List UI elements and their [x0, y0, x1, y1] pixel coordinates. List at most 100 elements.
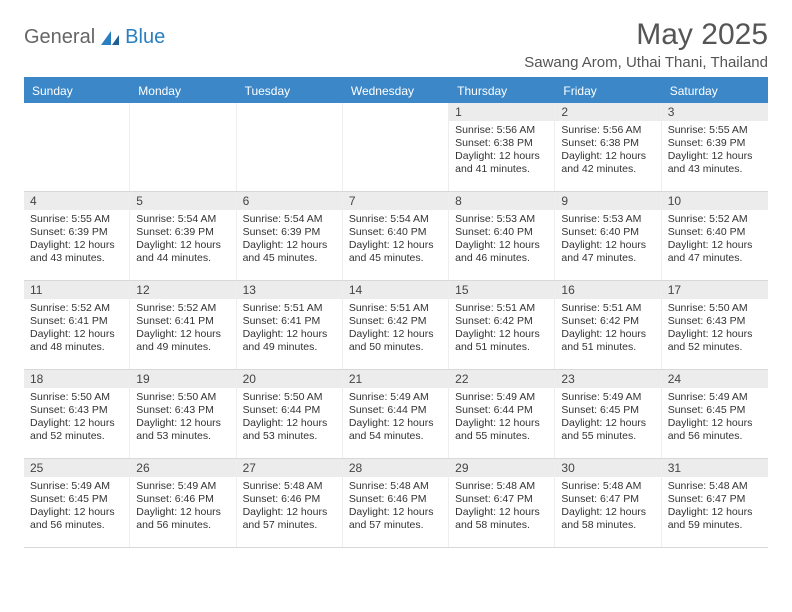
location: Sawang Arom, Uthai Thani, Thailand — [524, 54, 768, 71]
day-info: Sunrise: 5:48 AMSunset: 6:47 PMDaylight:… — [555, 480, 660, 533]
sunrise-text: Sunrise: 5:48 AM — [455, 480, 548, 493]
day-number — [130, 103, 235, 121]
sunset-text: Sunset: 6:44 PM — [455, 404, 548, 417]
sunrise-text: Sunrise: 5:52 AM — [136, 302, 229, 315]
col-sunday: Sunday — [24, 79, 130, 103]
daylight-text: Daylight: 12 hours and 53 minutes. — [243, 417, 336, 443]
day-cell: 24Sunrise: 5:49 AMSunset: 6:45 PMDayligh… — [662, 370, 768, 458]
daylight-text: Daylight: 12 hours and 48 minutes. — [30, 328, 123, 354]
day-info: Sunrise: 5:50 AMSunset: 6:43 PMDaylight:… — [662, 302, 768, 355]
week-row: 11Sunrise: 5:52 AMSunset: 6:41 PMDayligh… — [24, 281, 768, 370]
day-number: 19 — [130, 370, 235, 388]
sunset-text: Sunset: 6:41 PM — [30, 315, 123, 328]
day-info: Sunrise: 5:54 AMSunset: 6:40 PMDaylight:… — [343, 213, 448, 266]
day-cell: 13Sunrise: 5:51 AMSunset: 6:41 PMDayligh… — [237, 281, 343, 369]
sunrise-text: Sunrise: 5:52 AM — [30, 302, 123, 315]
sunset-text: Sunset: 6:46 PM — [349, 493, 442, 506]
sunrise-text: Sunrise: 5:53 AM — [561, 213, 654, 226]
day-info: Sunrise: 5:50 AMSunset: 6:43 PMDaylight:… — [24, 391, 129, 444]
day-number: 25 — [24, 459, 129, 477]
day-cell: 18Sunrise: 5:50 AMSunset: 6:43 PMDayligh… — [24, 370, 130, 458]
sunrise-text: Sunrise: 5:52 AM — [668, 213, 762, 226]
sunset-text: Sunset: 6:42 PM — [561, 315, 654, 328]
day-number: 17 — [662, 281, 768, 299]
sunset-text: Sunset: 6:47 PM — [455, 493, 548, 506]
brand-part2: Blue — [125, 26, 165, 49]
sunrise-text: Sunrise: 5:49 AM — [561, 391, 654, 404]
col-wednesday: Wednesday — [343, 79, 449, 103]
daylight-text: Daylight: 12 hours and 51 minutes. — [455, 328, 548, 354]
sunrise-text: Sunrise: 5:48 AM — [561, 480, 654, 493]
day-info: Sunrise: 5:56 AMSunset: 6:38 PMDaylight:… — [449, 124, 554, 177]
daylight-text: Daylight: 12 hours and 45 minutes. — [243, 239, 336, 265]
day-info: Sunrise: 5:53 AMSunset: 6:40 PMDaylight:… — [449, 213, 554, 266]
day-cell: 5Sunrise: 5:54 AMSunset: 6:39 PMDaylight… — [130, 192, 236, 280]
sunset-text: Sunset: 6:39 PM — [30, 226, 123, 239]
sunset-text: Sunset: 6:43 PM — [136, 404, 229, 417]
day-number — [24, 103, 129, 121]
sunrise-text: Sunrise: 5:53 AM — [455, 213, 548, 226]
day-number — [343, 103, 448, 121]
daylight-text: Daylight: 12 hours and 47 minutes. — [668, 239, 762, 265]
day-number: 10 — [662, 192, 768, 210]
day-number: 30 — [555, 459, 660, 477]
day-info: Sunrise: 5:52 AMSunset: 6:41 PMDaylight:… — [24, 302, 129, 355]
day-number: 20 — [237, 370, 342, 388]
sunrise-text: Sunrise: 5:51 AM — [243, 302, 336, 315]
day-number: 23 — [555, 370, 660, 388]
sunrise-text: Sunrise: 5:49 AM — [136, 480, 229, 493]
daylight-text: Daylight: 12 hours and 54 minutes. — [349, 417, 442, 443]
sunrise-text: Sunrise: 5:55 AM — [668, 124, 762, 137]
title-block: May 2025 Sawang Arom, Uthai Thani, Thail… — [524, 18, 768, 71]
day-number: 12 — [130, 281, 235, 299]
sunrise-text: Sunrise: 5:50 AM — [136, 391, 229, 404]
day-cell: 20 Sunrise: 5:50 AMSunset: 6:44 PMDayligh… — [237, 370, 343, 458]
day-number: 2 — [555, 103, 660, 121]
day-number: 13 — [237, 281, 342, 299]
col-friday: Friday — [555, 79, 661, 103]
sunrise-text: Sunrise: 5:54 AM — [136, 213, 229, 226]
day-cell: 28Sunrise: 5:48 AMSunset: 6:46 PMDayligh… — [343, 459, 449, 547]
sunrise-text: Sunrise: 5:50 AM — [30, 391, 123, 404]
day-info: Sunrise: 5:50 AMSunset: 6:44 PMDaylight:… — [237, 391, 342, 444]
daylight-text: Daylight: 12 hours and 42 minutes. — [561, 150, 654, 176]
sunset-text: Sunset: 6:45 PM — [30, 493, 123, 506]
daylight-text: Daylight: 12 hours and 53 minutes. — [136, 417, 229, 443]
weeks-container: 1Sunrise: 5:56 AMSunset: 6:38 PMDaylight… — [24, 103, 768, 548]
daylight-text: Daylight: 12 hours and 49 minutes. — [136, 328, 229, 354]
day-cell — [130, 103, 236, 191]
day-number: 3 — [662, 103, 768, 121]
day-cell: 11Sunrise: 5:52 AMSunset: 6:41 PMDayligh… — [24, 281, 130, 369]
day-number: 26 — [130, 459, 235, 477]
week-row: 4Sunrise: 5:55 AMSunset: 6:39 PMDaylight… — [24, 192, 768, 281]
sunrise-text: Sunrise: 5:51 AM — [561, 302, 654, 315]
day-cell: 4Sunrise: 5:55 AMSunset: 6:39 PMDaylight… — [24, 192, 130, 280]
day-info: Sunrise: 5:54 AMSunset: 6:39 PMDaylight:… — [130, 213, 235, 266]
day-cell: 6Sunrise: 5:54 AMSunset: 6:39 PMDaylight… — [237, 192, 343, 280]
day-cell — [237, 103, 343, 191]
day-cell: 19 Sunrise: 5:50 AMSunset: 6:43 PMDayligh… — [130, 370, 236, 458]
day-cell — [343, 103, 449, 191]
day-number: 28 — [343, 459, 448, 477]
daylight-text: Daylight: 12 hours and 59 minutes. — [668, 506, 762, 532]
sunset-text: Sunset: 6:43 PM — [30, 404, 123, 417]
day-number: 27 — [237, 459, 342, 477]
day-info: Sunrise: 5:51 AMSunset: 6:42 PMDaylight:… — [555, 302, 660, 355]
sunset-text: Sunset: 6:46 PM — [136, 493, 229, 506]
day-number: 9 — [555, 192, 660, 210]
brand-part1: General — [24, 26, 95, 49]
day-cell: 1Sunrise: 5:56 AMSunset: 6:38 PMDaylight… — [449, 103, 555, 191]
sunrise-text: Sunrise: 5:49 AM — [455, 391, 548, 404]
col-saturday: Saturday — [662, 79, 768, 103]
daylight-text: Daylight: 12 hours and 55 minutes. — [455, 417, 548, 443]
day-cell: 2Sunrise: 5:56 AMSunset: 6:38 PMDaylight… — [555, 103, 661, 191]
day-cell: 12Sunrise: 5:52 AMSunset: 6:41 PMDayligh… — [130, 281, 236, 369]
day-info: Sunrise: 5:48 AMSunset: 6:47 PMDaylight:… — [662, 480, 768, 533]
sunrise-text: Sunrise: 5:51 AM — [455, 302, 548, 315]
sunset-text: Sunset: 6:47 PM — [668, 493, 762, 506]
day-number — [237, 103, 342, 121]
sail-icon — [99, 29, 121, 47]
day-cell: 22Sunrise: 5:49 AMSunset: 6:44 PMDayligh… — [449, 370, 555, 458]
col-thursday: Thursday — [449, 79, 555, 103]
day-number: 4 — [24, 192, 129, 210]
